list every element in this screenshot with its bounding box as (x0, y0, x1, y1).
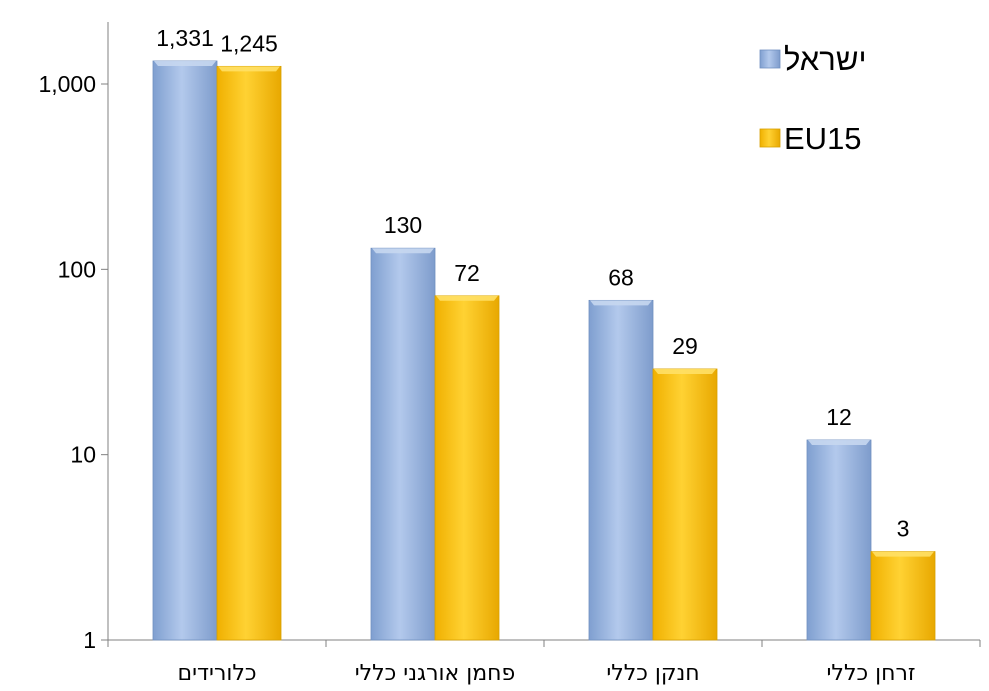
bar-bevel (808, 439, 870, 445)
bar (652, 368, 718, 641)
bar-body (152, 60, 218, 641)
y-tick-label: 100 (58, 256, 96, 282)
y-tick-label: 1 (83, 627, 96, 653)
data-label: 3 (897, 516, 910, 542)
data-labels: 1,331 130 68 12 1,245 72 29 3 (156, 25, 909, 542)
bar-bevel (436, 295, 498, 301)
data-label: 1,331 (156, 25, 214, 51)
bar-body (216, 65, 282, 641)
bar-body (434, 295, 500, 641)
bars (152, 60, 936, 641)
bar (434, 295, 500, 641)
data-label: 29 (672, 333, 698, 359)
data-label: 72 (454, 260, 480, 286)
data-label: 1,245 (220, 30, 278, 56)
legend-label: EU15 (784, 121, 862, 156)
x-category-label: זרחן כללי (827, 661, 916, 686)
data-label: 12 (826, 404, 852, 430)
bar-body (870, 551, 936, 641)
x-category-label: חנקן כללי (606, 661, 699, 686)
legend-entry: EU15 (759, 121, 862, 156)
legend-label: ישראל (784, 42, 867, 77)
legend-swatch (759, 128, 781, 148)
legend-entry: ישראל (759, 42, 867, 77)
bar-body (806, 439, 872, 641)
bar-body (370, 247, 436, 641)
bar-bevel (654, 368, 716, 374)
data-label: 68 (608, 264, 634, 290)
bar (370, 247, 436, 641)
legend-swatch (759, 49, 781, 69)
bar-bevel (218, 66, 280, 72)
bar-bevel (590, 300, 652, 306)
bar-body (588, 299, 654, 641)
bar (870, 551, 936, 641)
bar (588, 299, 654, 641)
bar (152, 60, 218, 641)
bar (806, 439, 872, 641)
bar-body (652, 368, 718, 641)
data-label: 130 (384, 212, 422, 238)
bar-bevel (872, 551, 934, 557)
y-tick-label: 1,000 (38, 71, 96, 97)
bar-bevel (372, 248, 434, 254)
axes: 1 10 100 1,000 כלורידים פחמן אורגני כללי חנקן … (38, 22, 981, 686)
x-category-label: כלורידים (178, 661, 257, 686)
x-category-label: פחמן אורגני כללי (355, 661, 516, 686)
bar (216, 65, 282, 641)
y-tick-label: 10 (70, 442, 96, 468)
legend: ישראל EU15 (759, 42, 867, 156)
bar-bevel (154, 60, 216, 66)
